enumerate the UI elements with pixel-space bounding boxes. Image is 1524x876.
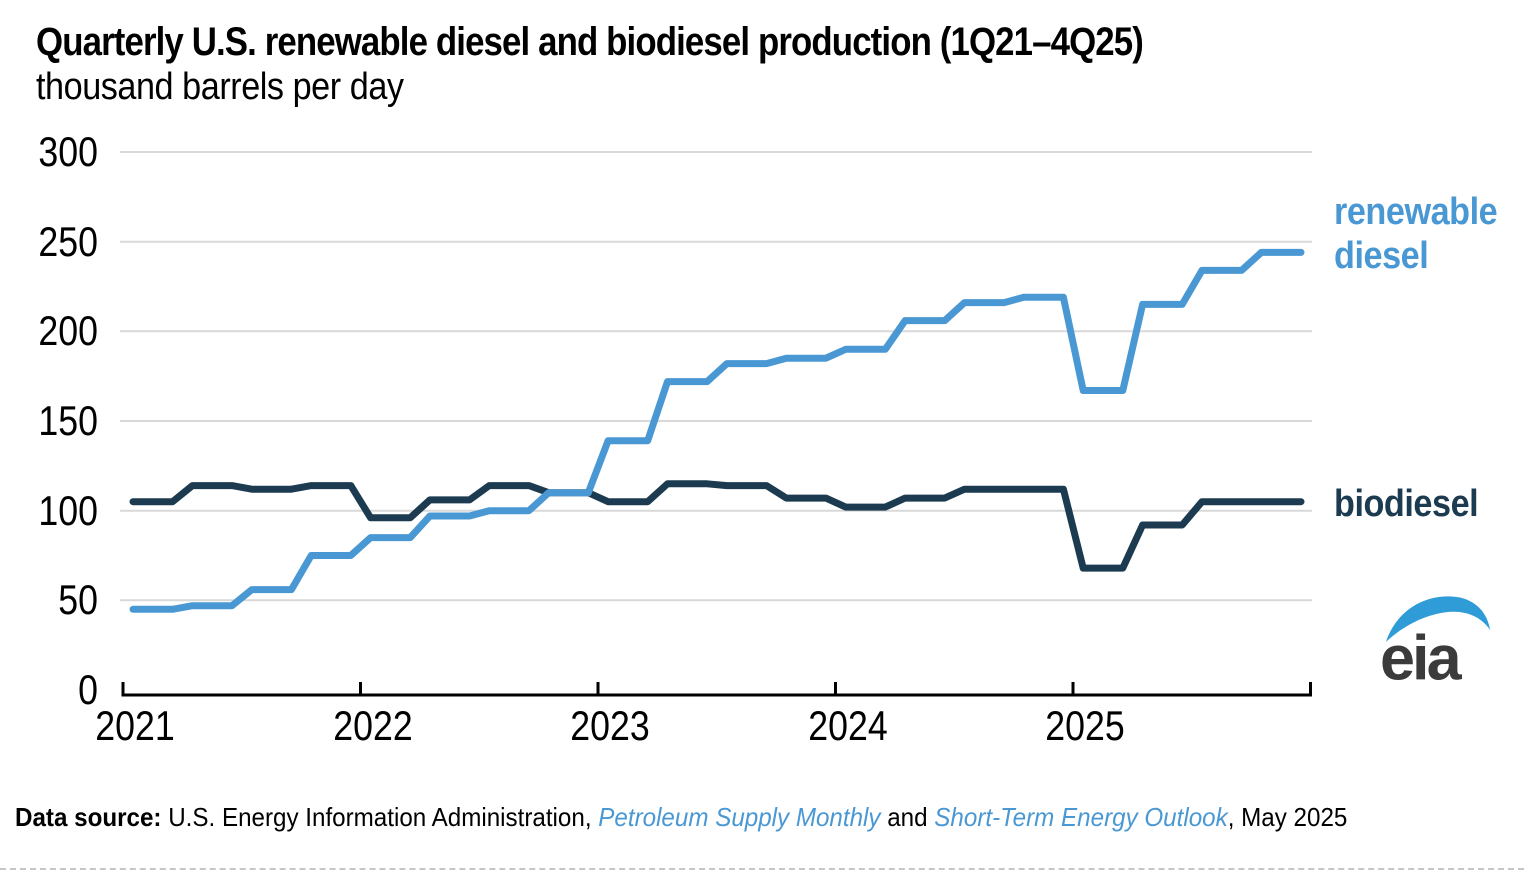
renewable-diesel-line [129,248,1305,613]
bottom-divider [0,868,1524,870]
x-axis-label-2024: 2024 [808,702,888,749]
x-axis-label-2022: 2022 [333,702,413,749]
source-text: and [880,802,935,832]
chart-subtitle: thousand barrels per day [36,66,404,108]
source-note: Data source: U.S. Energy Information Adm… [15,800,1347,834]
y-axis-label-250: 250 [38,218,98,265]
biodiesel-line [129,480,1305,572]
chart-title: Quarterly U.S. renewable diesel and biod… [36,20,1144,64]
y-axis-label-200: 200 [38,307,98,354]
x-axis-label-2021: 2021 [95,702,175,749]
source-text: , May 2025 [1227,802,1348,832]
eia-logo-text: eia [1380,623,1463,688]
source-link-petroleum-supply-monthly[interactable]: Petroleum Supply Monthly [598,802,881,832]
y-axis-label-150: 150 [38,397,98,444]
source-text: U.S. Energy Information Administration, [168,802,599,832]
legend-renewable-diesel: renewable diesel [1334,191,1498,278]
y-axis-label-100: 100 [38,487,98,534]
y-axis-label-50: 50 [58,576,98,623]
eia-logo-swoosh-icon [1385,596,1491,642]
x-axis-label-2023: 2023 [570,702,650,749]
eia-logo: eia [1380,596,1491,688]
y-axis-label-0: 0 [78,666,98,713]
legend-biodiesel: biodiesel [1334,483,1479,525]
y-axis-label-300: 300 [38,128,98,175]
x-axis-label-2025: 2025 [1045,702,1125,749]
source-label: Data source: [15,802,169,832]
source-link-short-term-energy-outlook[interactable]: Short-Term Energy Outlook [934,802,1228,832]
